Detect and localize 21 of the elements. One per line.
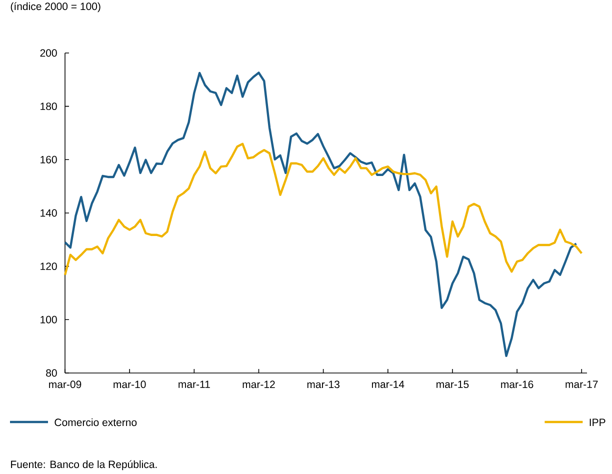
y-tick-label: 100 — [40, 316, 57, 324]
y-axis-title: (índice 2000 = 100) — [10, 2, 100, 12]
x-tick-label: mar-15 — [436, 380, 469, 388]
x-tick-label: mar-11 — [178, 380, 210, 388]
y-tick-label: 120 — [40, 262, 57, 270]
x-tick-label: mar-16 — [501, 380, 534, 388]
y-tick-label: 160 — [40, 156, 57, 164]
y-tick-label: 180 — [40, 102, 57, 110]
y-tick-label: 200 — [40, 49, 57, 57]
x-tick-label: mar-10 — [114, 380, 146, 388]
line-series — [64, 72, 578, 358]
legend-label: Comercio externo — [54, 418, 137, 426]
x-tick-label: mar-09 — [49, 380, 82, 388]
x-tick-label: mar-14 — [372, 380, 404, 388]
x-tick-label: mar-12 — [242, 380, 275, 388]
y-tick-label: 80 — [46, 369, 57, 377]
source-note: Fuente: Banco de la República. — [11, 460, 157, 470]
x-tick-label: mar-13 — [307, 380, 340, 388]
legend-label: IPP — [590, 418, 606, 426]
y-tick-label: 140 — [40, 209, 57, 217]
x-tick-label: mar-17 — [566, 380, 598, 388]
